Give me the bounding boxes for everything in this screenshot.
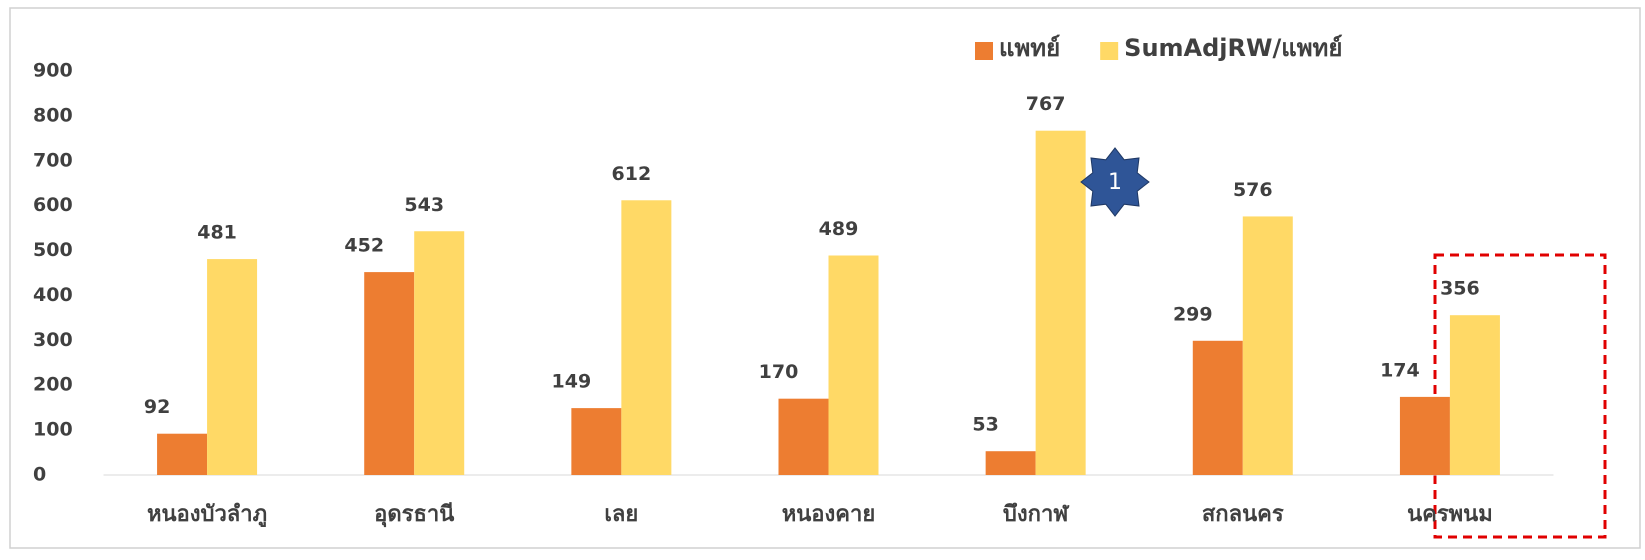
value-label: 170 (759, 361, 799, 383)
legend-label: SumAdjRW/แพทย์ (1124, 34, 1342, 62)
annotation-star (1080, 147, 1150, 217)
bar (985, 451, 1036, 475)
bar (571, 408, 622, 475)
bar (828, 255, 879, 475)
x-tick-label: หนองบัวลำภู (147, 502, 267, 528)
x-tick-label: อุดรธานี (374, 502, 454, 528)
value-label: 612 (612, 163, 652, 185)
value-label: 767 (1026, 93, 1066, 115)
y-tick-label: 400 (33, 284, 73, 306)
value-label: 299 (1173, 303, 1213, 325)
y-tick-label: 300 (33, 329, 73, 351)
legend-swatch (1100, 42, 1119, 60)
y-tick-label: 0 (33, 464, 46, 486)
x-tick-label: หนองคาย (782, 502, 875, 527)
legend-label: แพทย์ (999, 34, 1060, 62)
legend-swatch (975, 42, 993, 60)
value-label: 576 (1233, 179, 1273, 201)
bar (364, 272, 415, 475)
bar (778, 398, 829, 475)
value-label: 481 (197, 222, 237, 244)
bar (621, 200, 672, 475)
y-tick-label: 900 (33, 60, 73, 82)
y-tick-label: 800 (33, 104, 73, 126)
x-tick-label: บึงกาฬ (1003, 502, 1070, 527)
y-tick-label: 700 (33, 149, 73, 171)
annotation-label: 1 (1108, 170, 1122, 195)
y-tick-label: 600 (33, 194, 73, 216)
bar (1192, 340, 1243, 475)
bar (1242, 216, 1293, 475)
x-tick-label: เลย (604, 502, 638, 527)
bar (1449, 315, 1500, 475)
value-label: 452 (344, 235, 384, 257)
value-label: 53 (972, 414, 998, 436)
bar (1399, 396, 1450, 475)
bar (414, 231, 465, 475)
x-tick-label: นครพนม (1407, 502, 1493, 527)
bar (157, 433, 208, 475)
x-tick-label: สกลนคร (1202, 502, 1284, 527)
value-label: 149 (552, 371, 592, 393)
value-label: 174 (1380, 359, 1420, 381)
y-tick-label: 500 (33, 239, 73, 261)
y-tick-label: 200 (33, 374, 73, 396)
bar (1035, 130, 1086, 476)
y-tick-label: 100 (33, 419, 73, 441)
bar (207, 259, 258, 475)
value-label: 543 (404, 194, 444, 216)
value-label: 356 (1440, 278, 1480, 300)
value-label: 92 (144, 396, 170, 418)
value-label: 489 (819, 218, 859, 240)
